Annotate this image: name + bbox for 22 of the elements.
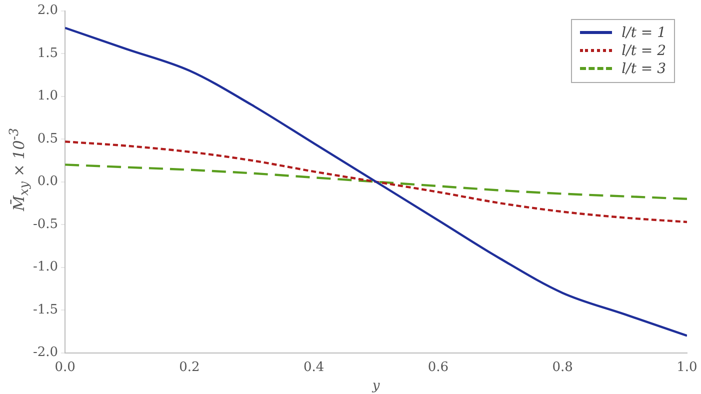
y-tick-label: 0.0 — [37, 174, 58, 190]
y-tick-label: 2.0 — [37, 3, 58, 18]
line-series — [65, 26, 687, 337]
legend-label: l/t = 3 — [622, 60, 666, 78]
x-tick-label: 0.6 — [428, 360, 449, 375]
x-tick-label: 0.0 — [54, 360, 76, 375]
x-axis-title: y — [371, 378, 380, 394]
y-tick-label: -1.5 — [32, 302, 58, 318]
y-tick-label: -0.5 — [32, 216, 58, 232]
x-tick-label: 0.4 — [303, 360, 324, 375]
line-series — [65, 164, 687, 200]
y-tick-label: 1.5 — [37, 46, 58, 61]
y-tick-label: -1.0 — [32, 260, 58, 275]
legend-label: l/t = 1 — [622, 24, 666, 42]
x-tick-label: 0.8 — [552, 360, 573, 375]
line-series — [65, 140, 687, 224]
legend-label: l/t = 2 — [622, 42, 666, 60]
y-tick-label: 1.0 — [37, 88, 58, 104]
y-tick-label: -2.0 — [32, 345, 58, 360]
x-tick-label: 1.0 — [676, 360, 698, 375]
x-tick-label: 0.2 — [179, 360, 200, 375]
y-tick-label: 0.5 — [37, 131, 58, 146]
